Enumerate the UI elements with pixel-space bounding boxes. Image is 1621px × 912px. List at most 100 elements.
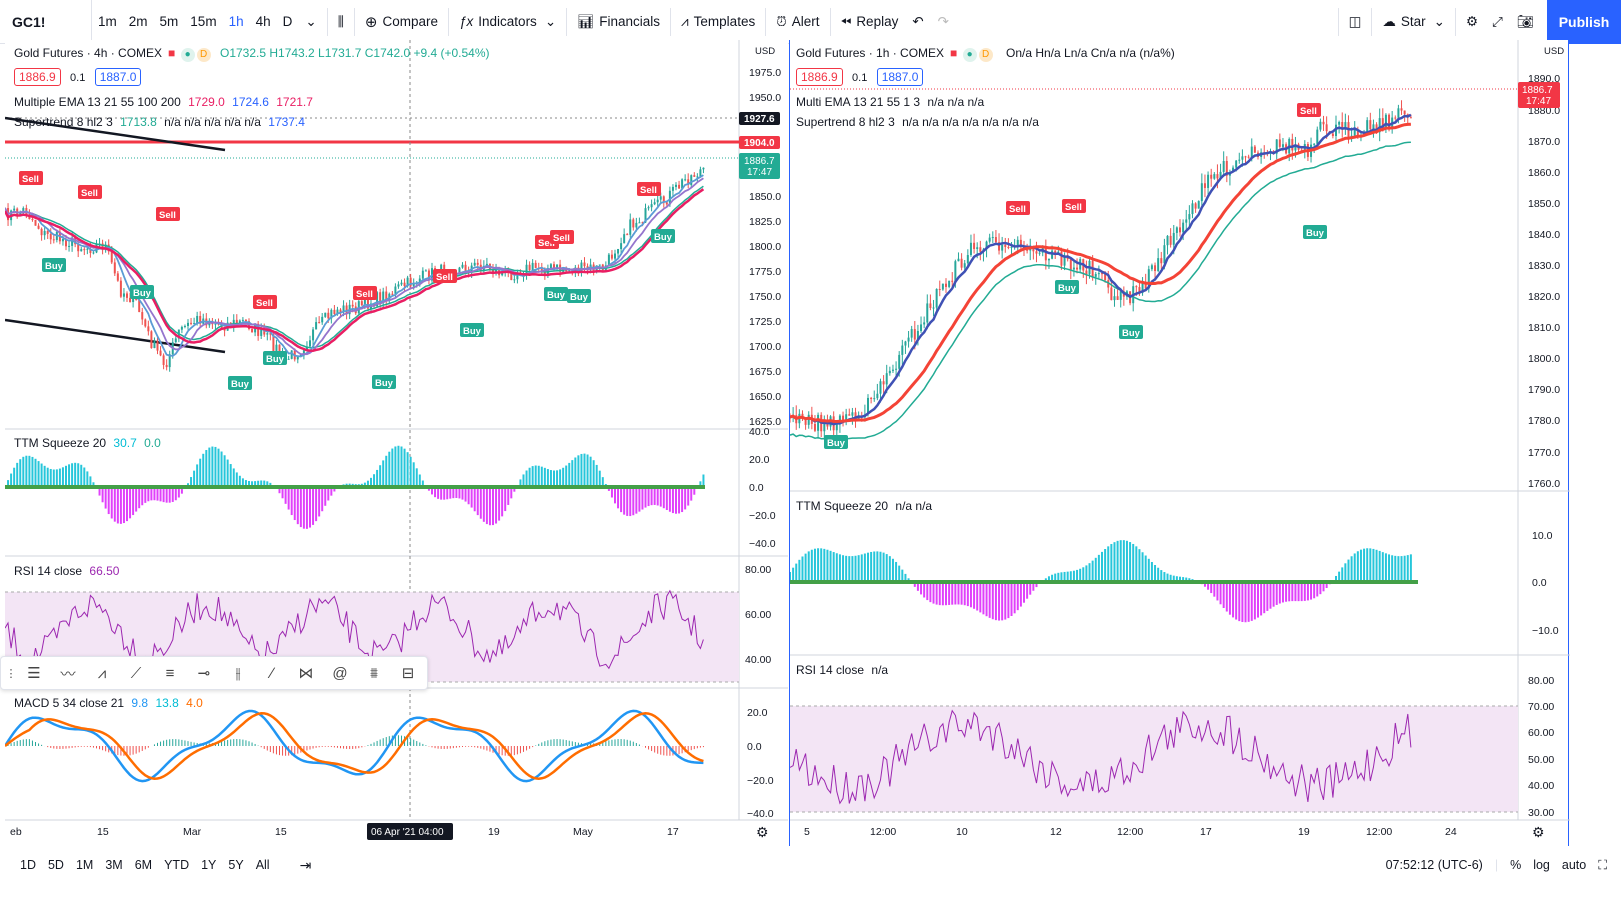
left-buy-button[interactable]: 1887.0 <box>94 68 142 86</box>
buy-signal <box>1055 280 1079 294</box>
chevron-down-icon[interactable]: ⌄ <box>305 13 317 29</box>
compare-button[interactable]: ⊕ Compare <box>364 13 439 31</box>
ttm-axis-label: −20.0 <box>749 510 776 522</box>
macd-axis-label: 0.0 <box>747 741 762 753</box>
left-ema-legend[interactable]: Multiple EMA 13 21 55 100 200 1729.0 172… <box>14 95 313 109</box>
right-ttm-legend[interactable]: TTM Squeeze 20 n/a n/a <box>796 499 933 513</box>
price-axis-label: 1825.0 <box>749 216 781 228</box>
range-ytd[interactable]: YTD <box>164 858 190 872</box>
range-all[interactable]: All <box>255 858 270 872</box>
fullscreen-icon[interactable]: ⛶ <box>1598 857 1607 872</box>
range-6m[interactable]: 6M <box>134 858 153 872</box>
horizontal-lines-icon[interactable]: ☰ <box>27 665 41 682</box>
layout-icon[interactable]: ◫ <box>1348 13 1362 29</box>
candle-body <box>969 242 972 256</box>
rsi-line <box>789 709 1412 805</box>
camera-icon[interactable]: 📷︎ <box>1516 13 1534 29</box>
rsi-axis-label: 40.00 <box>745 654 771 666</box>
timeframe-2m[interactable]: 2m <box>128 14 148 29</box>
right-buy-button[interactable]: 1887.0 <box>876 68 924 86</box>
candle-body <box>647 207 650 209</box>
line-icon[interactable]: ∕ <box>270 664 274 682</box>
right-rsi-legend[interactable]: RSI 14 close n/a <box>796 663 889 677</box>
settings-gear-icon: ⚙ <box>1532 824 1545 840</box>
crosshair-price-tag <box>739 112 780 125</box>
time-axis-label: 10 <box>956 826 968 838</box>
replay-button[interactable]: ⏪︎ Replay <box>840 13 899 30</box>
timeframe-5m[interactable]: 5m <box>159 14 179 29</box>
range-5d[interactable]: 5D <box>47 858 64 872</box>
publish-button[interactable]: Publish <box>1547 0 1621 44</box>
undo-icon[interactable]: ↶ <box>912 13 924 29</box>
right-chart-canvas[interactable]: USD1890.01880.01870.01860.01850.01840.01… <box>789 40 1570 846</box>
settings-gear-icon[interactable]: ⚙︎ <box>1465 13 1479 29</box>
sell-signal <box>1297 103 1321 117</box>
left-macd-legend[interactable]: MACD 5 34 close 21 9.8 13.8 4.0 <box>14 696 203 710</box>
fib-icon[interactable]: ≡ <box>165 664 175 682</box>
candle-body <box>235 319 238 325</box>
percent-toggle[interactable]: % <box>1510 858 1522 872</box>
timeframe-4h[interactable]: 4h <box>255 14 271 29</box>
abc-pattern-icon[interactable]: ⩘ <box>97 664 107 682</box>
candle-body <box>580 262 583 273</box>
candle-body <box>363 297 366 306</box>
candle-body <box>1101 273 1103 275</box>
price-axis-label: 1770.0 <box>1528 447 1560 459</box>
timeframe-15m[interactable]: 15m <box>190 14 217 29</box>
candle-body <box>513 279 516 281</box>
clock[interactable]: 07:52:12 (UTC-6) <box>1385 858 1483 872</box>
pitchfork-icon[interactable]: ⫲ <box>235 664 241 682</box>
timeframe-1m[interactable]: 1m <box>98 14 117 29</box>
candle-body <box>379 292 382 304</box>
ray-icon[interactable]: ⊸ <box>197 665 211 682</box>
xabcd-icon[interactable]: ⋈ <box>298 665 314 682</box>
financials-button[interactable]: 📊︎ Financials <box>577 13 661 30</box>
drag-handle-icon[interactable]: ⋮ <box>5 667 17 680</box>
left-ttm-legend[interactable]: TTM Squeeze 20 30.7 0.0 <box>14 436 161 450</box>
rsi-axis-label: 60.00 <box>745 609 771 621</box>
range-1d[interactable]: 1D <box>20 858 36 872</box>
range-5y[interactable]: 5Y <box>228 858 244 872</box>
timeframe-1h[interactable]: 1h <box>228 14 244 29</box>
templates-button[interactable]: ⩘ Templates <box>681 13 756 30</box>
channel-icon[interactable]: ⩩ <box>369 664 378 682</box>
candle-body <box>653 202 656 205</box>
auto-toggle[interactable]: auto <box>1561 858 1587 872</box>
candles-icon[interactable]: ⫼ <box>337 13 344 29</box>
star-button[interactable]: ☁︎ Star ⌄ <box>1382 13 1445 30</box>
log-toggle[interactable]: log <box>1533 858 1550 872</box>
right-sell-button[interactable]: 1886.9 <box>796 68 843 86</box>
candle-body <box>681 179 684 189</box>
left-rsi-legend[interactable]: RSI 14 close 66.50 <box>14 564 120 578</box>
redo-icon[interactable]: ↷ <box>937 13 949 29</box>
candle-body <box>804 417 807 425</box>
candle-body <box>568 269 571 271</box>
range-3m[interactable]: 3M <box>105 858 123 872</box>
right-ema-legend[interactable]: Multi EMA 13 21 55 1 3 n/a n/a n/a <box>796 95 985 109</box>
alert-button[interactable]: ⏰︎ Alert <box>776 13 820 30</box>
indicators-button[interactable]: ƒx Indicators ⌄ <box>459 13 557 30</box>
candle-body <box>562 270 565 272</box>
left-supertrend-legend[interactable]: Supertrend 8 hl2 3 1713.8 n/a n/a n/a n/… <box>14 115 305 129</box>
candle-body <box>1235 160 1238 168</box>
trend-line-icon[interactable]: ⟋ <box>130 664 142 682</box>
elliott-wave-icon[interactable]: 〰 <box>60 665 76 683</box>
symbol-search[interactable]: GC1! <box>0 0 92 44</box>
price-axis-label: 1760.0 <box>1528 478 1560 490</box>
fullscreen-icon[interactable]: ⤢ <box>1492 13 1503 29</box>
left-sell-button[interactable]: 1886.9 <box>14 68 61 86</box>
sell-signal <box>550 230 574 244</box>
range-1y[interactable]: 1Y <box>201 858 217 872</box>
candle-body <box>336 309 339 314</box>
spiral-icon[interactable]: @ <box>332 664 348 682</box>
right-chart-pane[interactable]: USD 1890.0 1880.0 1870.0 1860.0 1850.0 1840.0 1… <box>789 40 1570 846</box>
candle-body <box>867 397 869 415</box>
sell-signal <box>433 269 457 283</box>
range-1m[interactable]: 1M <box>75 858 94 872</box>
goto-date-icon[interactable]: ⇥ <box>299 856 312 873</box>
left-chart-pane[interactable]: 1975.0 1950.0 1850.0 1825.0 1800.0 1775.0 1750… <box>3 40 788 846</box>
range-icon[interactable]: ⊟ <box>401 665 415 682</box>
timeframe-D[interactable]: D <box>282 14 293 29</box>
time-axis-label: 15 <box>97 826 109 838</box>
right-supertrend-legend[interactable]: Supertrend 8 hl2 3 n/a n/a n/a n/a n/a n… <box>796 115 1039 129</box>
